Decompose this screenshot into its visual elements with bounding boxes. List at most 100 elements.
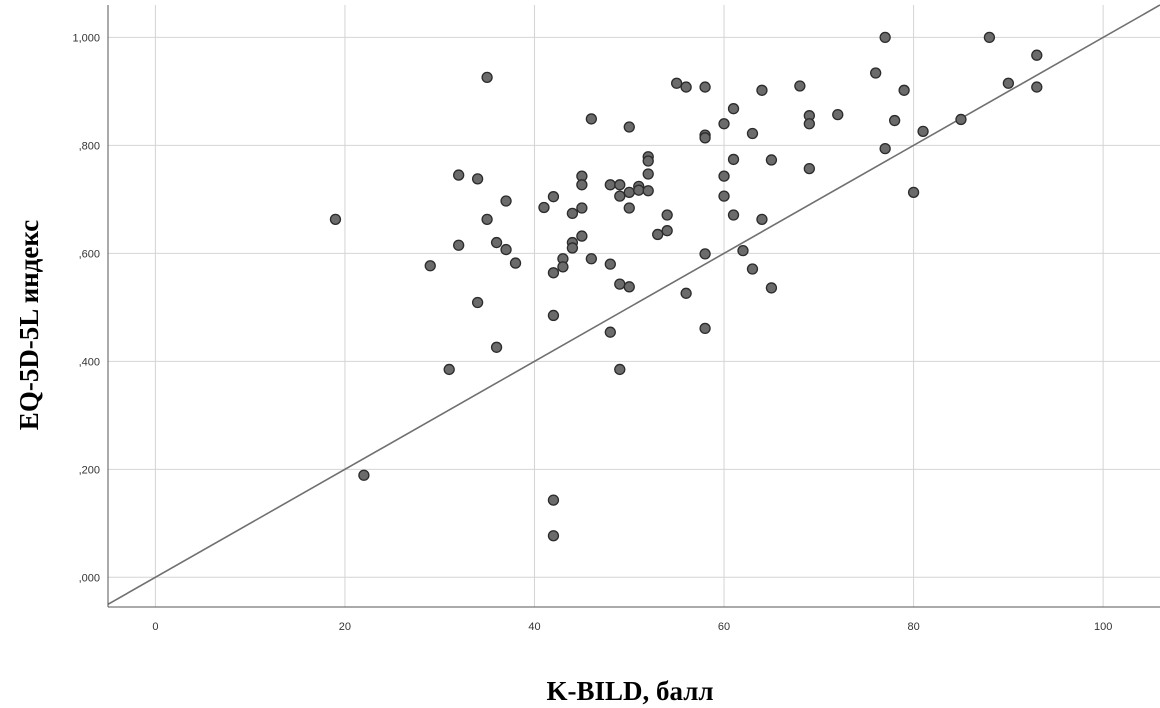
y-tick-label: ,400 [79,356,100,368]
scatter-point [623,186,635,198]
scatter-point [614,363,626,376]
scatter-point [642,168,654,180]
scatter-point [633,184,645,196]
scatter-point [424,260,436,272]
scatter-point [547,191,560,203]
scatter-point [566,207,579,220]
scatter-point [699,132,711,144]
scatter-point [907,186,920,198]
scatter-point [955,113,967,126]
scatter-point [614,190,626,202]
scatter-point [727,103,740,115]
scatter-point [983,31,996,44]
scatter-point [879,142,891,155]
scatter-point [737,245,749,257]
scatter-point [576,179,588,191]
scatter-point [481,71,493,83]
scatter-point [547,494,560,506]
data-points [329,31,1043,542]
x-tick-label: 100 [1094,621,1112,633]
scatter-point [623,121,635,133]
reference-line-group [107,4,1160,605]
y-tick-label: 1,000 [72,32,100,44]
scatter-point [718,190,730,202]
scatter-point [661,209,673,221]
scatter-point [746,127,759,140]
scatter-point [500,243,512,256]
reference-line [107,4,1160,605]
scatter-point [623,281,635,293]
scatter-point [481,213,493,225]
scatter-point [614,278,626,290]
scatter-point [898,84,910,96]
scatter-point [358,469,370,481]
y-axis-title: EQ-5D-5L индекс [14,220,44,430]
scatter-point [500,195,512,207]
scatter-point [765,282,778,294]
scatter-point [329,213,342,225]
scatter-point [718,118,730,130]
scatter-point [490,341,503,353]
scatter-point [642,185,654,197]
scatter-point [727,209,740,221]
scatter-point [604,179,616,191]
scatter-point [547,309,560,322]
scatter-point [557,261,569,273]
scatter-point [870,67,882,79]
scatter-point [614,179,626,191]
scatter-point [490,236,503,249]
scatter-point [576,230,588,242]
x-tick-label: 20 [339,621,351,633]
x-tick-label: 0 [152,621,158,633]
scatter-point [699,81,711,93]
scatter-point [794,80,806,92]
scatter-point [585,253,598,265]
scatter-point [604,258,616,270]
scatter-point [718,170,730,182]
scatter-point [917,125,929,137]
scatter-point [680,81,692,93]
scatter-point [453,169,465,181]
scatter-point [547,267,560,279]
scatter-point [680,287,692,299]
scatter-point [888,114,901,127]
scatter-point [566,242,579,254]
scatter-point [604,326,616,338]
y-tick-label: ,800 [79,140,100,152]
x-axis-title: K-BILD, балл [546,676,713,706]
scatter-point [585,113,598,125]
scatter-point [471,296,484,309]
y-tick-label: ,200 [79,464,100,476]
x-tick-label: 60 [718,621,730,633]
scatter-point [509,257,522,269]
axes [107,5,1160,608]
x-tick-label: 40 [528,621,540,633]
y-tick-labels: ,000 ,200 ,400 ,600 ,800 1,000 [72,32,100,584]
scatter-point [670,77,683,89]
scatter-point [471,173,484,185]
scatter-point [1031,49,1043,61]
scatter-point [576,202,588,214]
scatter-point [832,108,844,121]
scatter-point [803,118,815,130]
scatter-point [547,530,560,542]
x-tick-labels: 0 20 40 60 80 100 [152,621,1112,633]
gridlines [108,5,1160,607]
scatter-point [443,363,455,376]
scatter-point [453,239,465,251]
scatter-point [642,155,654,167]
scatter-point [756,84,768,96]
y-tick-label: ,600 [79,248,100,260]
scatter-point [1002,77,1015,89]
scatter-point [538,201,550,214]
scatter-point [699,248,711,260]
scatter-point [803,162,815,175]
scatter-point [699,322,711,335]
x-tick-label: 80 [907,621,919,633]
scatter-point [652,228,664,241]
scatter-point [765,154,778,166]
scatter-point [661,225,673,237]
scatter-point [727,153,740,166]
y-tick-label: ,000 [79,572,100,584]
